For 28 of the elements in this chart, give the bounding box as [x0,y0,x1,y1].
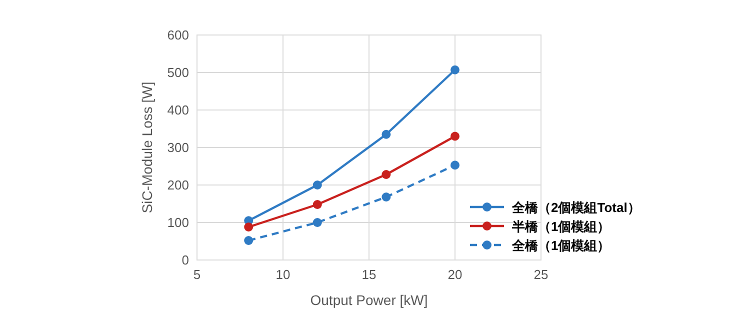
legend-label: 全橋（2個模組Total） [511,200,640,215]
y-tick-label: 300 [167,140,189,155]
y-tick-label: 400 [167,102,189,118]
y-tick-label: 200 [167,178,189,192]
x-axis-title: Output Power [kW] [310,292,428,308]
x-tick-label: 20 [448,267,462,282]
y-axis-title: SiC-Module Loss [W] [139,82,155,214]
legend-label: 半橋（1個模組） [511,219,610,234]
y-tick-label: 500 [167,65,189,80]
y-tick-label: 100 [167,215,189,230]
point [244,222,254,232]
x-tick-label: 5 [193,267,201,282]
x-tick-label: 15 [362,267,376,282]
y-tick-label: 600 [167,28,189,42]
point [312,200,322,209]
y-tick-label: 0 [182,252,189,268]
point [312,218,322,227]
point [382,170,391,179]
point [312,180,322,190]
legend-label: 全橋（1個模組） [511,238,610,253]
point [382,192,391,202]
point [450,160,460,170]
point [382,130,391,139]
x-tick-label: 10 [276,267,290,282]
point [450,65,460,74]
x-tick-label: 25 [534,267,548,282]
point [244,236,254,245]
point [450,132,460,141]
